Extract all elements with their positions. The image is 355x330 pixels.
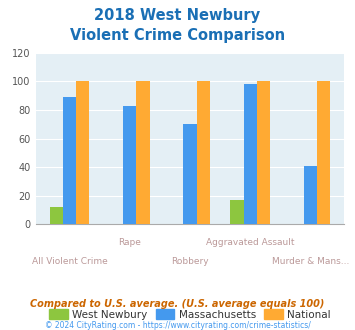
- Text: Compared to U.S. average. (U.S. average equals 100): Compared to U.S. average. (U.S. average …: [30, 299, 325, 309]
- Bar: [76, 82, 89, 224]
- Text: Violent Crime Comparison: Violent Crime Comparison: [70, 28, 285, 43]
- Bar: [317, 82, 330, 224]
- Legend: West Newbury, Massachusetts, National: West Newbury, Massachusetts, National: [45, 305, 335, 324]
- Bar: [257, 82, 270, 224]
- Text: © 2024 CityRating.com - https://www.cityrating.com/crime-statistics/: © 2024 CityRating.com - https://www.city…: [45, 321, 310, 330]
- Text: Robbery: Robbery: [171, 257, 209, 266]
- Text: Aggravated Assault: Aggravated Assault: [206, 238, 294, 247]
- Bar: [244, 84, 257, 224]
- Bar: [123, 106, 136, 224]
- Text: Rape: Rape: [118, 238, 141, 247]
- Bar: [230, 200, 244, 224]
- Bar: [63, 97, 76, 224]
- Bar: [183, 124, 197, 224]
- Bar: [304, 166, 317, 224]
- Bar: [50, 207, 63, 224]
- Bar: [136, 82, 149, 224]
- Bar: [197, 82, 210, 224]
- Text: 2018 West Newbury: 2018 West Newbury: [94, 8, 261, 23]
- Text: Murder & Mans...: Murder & Mans...: [272, 257, 349, 266]
- Text: All Violent Crime: All Violent Crime: [32, 257, 107, 266]
